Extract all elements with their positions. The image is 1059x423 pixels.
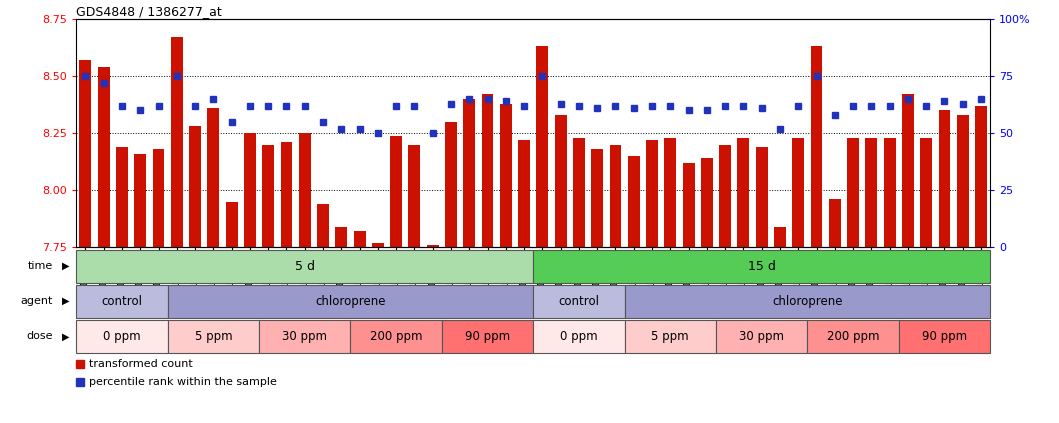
Bar <box>625 285 990 318</box>
Text: 0 ppm: 0 ppm <box>103 330 141 343</box>
Bar <box>167 285 534 318</box>
Text: agent: agent <box>20 296 53 306</box>
Bar <box>646 140 658 247</box>
Bar <box>97 67 109 247</box>
Bar <box>792 138 804 247</box>
Bar <box>500 104 511 247</box>
Bar <box>938 110 950 247</box>
Bar <box>427 245 438 247</box>
Text: 0 ppm: 0 ppm <box>560 330 597 343</box>
Text: ▶: ▶ <box>62 331 70 341</box>
Bar <box>259 320 351 353</box>
Text: 5 d: 5 d <box>294 260 315 272</box>
Text: ▶: ▶ <box>62 261 70 271</box>
Bar <box>534 320 625 353</box>
Bar <box>409 145 420 247</box>
Bar <box>902 94 914 247</box>
Bar <box>573 138 585 247</box>
Bar <box>555 115 567 247</box>
Text: 30 ppm: 30 ppm <box>739 330 784 343</box>
Text: chloroprene: chloroprene <box>316 295 385 308</box>
Text: 30 ppm: 30 ppm <box>283 330 327 343</box>
Text: 15 d: 15 d <box>748 260 775 272</box>
Bar <box>463 99 475 247</box>
Text: control: control <box>558 295 599 308</box>
Bar <box>701 158 713 247</box>
Bar <box>518 140 530 247</box>
Bar <box>336 227 347 247</box>
Bar <box>482 94 493 247</box>
Bar <box>317 204 329 247</box>
Bar <box>975 106 987 247</box>
Text: control: control <box>102 295 143 308</box>
Bar <box>610 145 622 247</box>
Bar <box>719 145 731 247</box>
Bar <box>354 231 365 247</box>
Bar <box>445 122 456 247</box>
Bar <box>226 202 237 247</box>
Bar <box>76 250 534 283</box>
Bar <box>920 138 932 247</box>
Bar <box>281 143 292 247</box>
Text: 90 ppm: 90 ppm <box>922 330 967 343</box>
Text: 5 ppm: 5 ppm <box>651 330 689 343</box>
Bar <box>390 135 402 247</box>
Text: time: time <box>28 261 53 271</box>
Bar <box>537 47 549 247</box>
Bar <box>865 138 877 247</box>
Bar <box>152 149 164 247</box>
Text: transformed count: transformed count <box>89 359 193 369</box>
Text: 5 ppm: 5 ppm <box>195 330 232 343</box>
Text: dose: dose <box>26 331 53 341</box>
Text: 200 ppm: 200 ppm <box>370 330 423 343</box>
Bar <box>957 115 969 247</box>
Bar <box>442 320 534 353</box>
Bar <box>664 138 677 247</box>
Bar <box>683 163 695 247</box>
Bar <box>190 126 201 247</box>
Bar <box>76 285 167 318</box>
Bar <box>76 320 167 353</box>
Bar <box>883 138 896 247</box>
Bar <box>899 320 990 353</box>
Text: 90 ppm: 90 ppm <box>465 330 510 343</box>
Bar <box>372 243 383 247</box>
Bar <box>774 227 786 247</box>
Bar <box>534 285 625 318</box>
Bar <box>263 145 274 247</box>
Bar <box>134 154 146 247</box>
Text: GDS4848 / 1386277_at: GDS4848 / 1386277_at <box>76 5 222 18</box>
Text: 200 ppm: 200 ppm <box>827 330 879 343</box>
Bar <box>244 133 256 247</box>
Bar <box>351 320 442 353</box>
Bar <box>628 156 640 247</box>
Bar <box>534 250 990 283</box>
Bar <box>299 133 310 247</box>
Bar <box>807 320 899 353</box>
Bar <box>167 320 259 353</box>
Bar <box>170 37 183 247</box>
Bar <box>208 108 219 247</box>
Bar <box>847 138 859 247</box>
Bar <box>810 47 823 247</box>
Text: percentile rank within the sample: percentile rank within the sample <box>89 377 277 387</box>
Bar <box>79 60 91 247</box>
Bar <box>756 147 768 247</box>
Bar <box>591 149 604 247</box>
Bar <box>116 147 128 247</box>
Bar <box>716 320 807 353</box>
Bar <box>625 320 716 353</box>
Bar <box>829 200 841 247</box>
Text: ▶: ▶ <box>62 296 70 306</box>
Bar <box>737 138 750 247</box>
Text: chloroprene: chloroprene <box>772 295 843 308</box>
